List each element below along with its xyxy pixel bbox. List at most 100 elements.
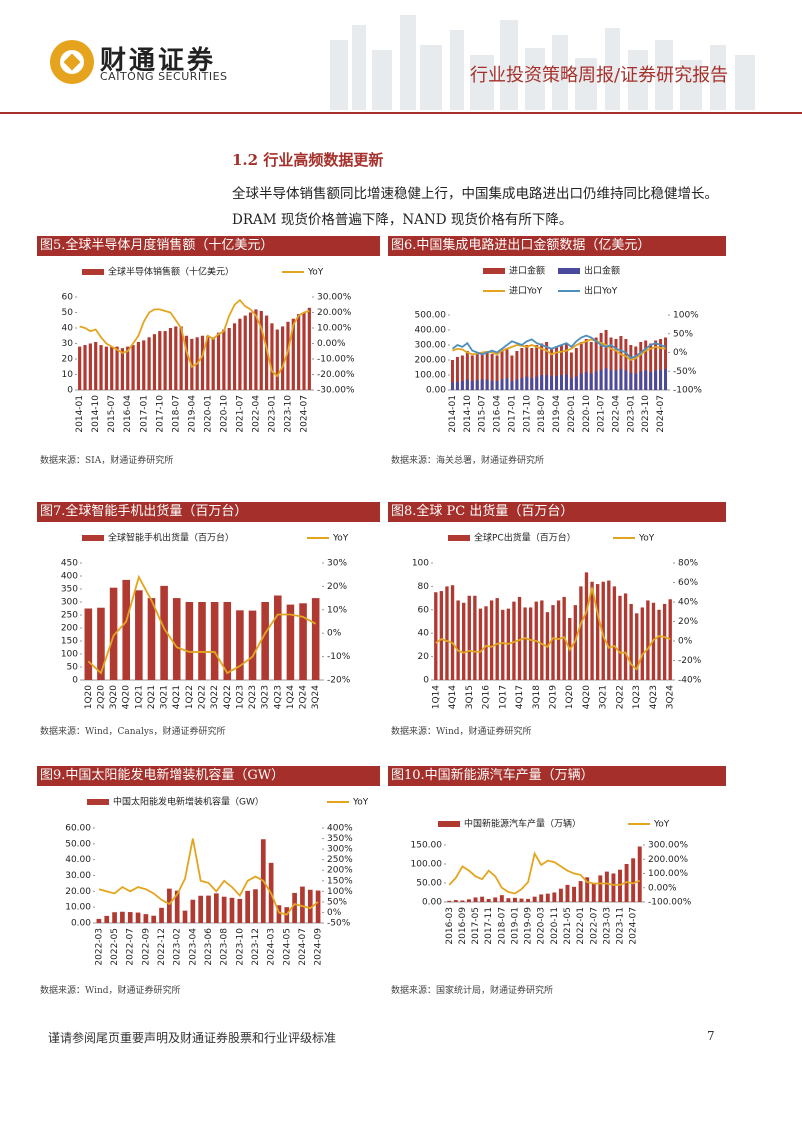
bar bbox=[654, 370, 658, 390]
bar bbox=[572, 886, 577, 902]
y-tick-label: 20 bbox=[62, 355, 74, 365]
bar bbox=[243, 315, 247, 390]
bar bbox=[248, 610, 257, 680]
x-tick-label: 2020-10 bbox=[582, 395, 592, 433]
y-tick-label: 100 bbox=[61, 650, 78, 660]
y2-tick-label: 80% bbox=[678, 559, 698, 569]
x-tick-label: 2018-07 bbox=[171, 395, 181, 433]
bar bbox=[450, 360, 454, 390]
legend-label: 全球PC出货量（百万台） bbox=[474, 532, 576, 544]
y-tick-label: 0 bbox=[67, 386, 73, 396]
x-tick-label: 2015-07 bbox=[478, 395, 488, 433]
bar bbox=[460, 900, 465, 902]
legend-swatch bbox=[483, 268, 505, 274]
bar bbox=[475, 354, 479, 390]
y-tick-label: 100.00 bbox=[415, 371, 447, 381]
bar bbox=[540, 343, 544, 390]
y2-tick-label: 100% bbox=[327, 887, 353, 897]
bar bbox=[594, 337, 598, 390]
bar bbox=[467, 595, 471, 680]
bar bbox=[206, 335, 210, 390]
bar bbox=[564, 374, 568, 390]
figure-title: 图6.中国集成电路进出口金额数据（亿美元） bbox=[388, 236, 726, 256]
bar bbox=[473, 897, 478, 902]
x-tick-label: 3Q24 bbox=[666, 685, 676, 710]
x-tick-label: 2017-05 bbox=[471, 907, 481, 945]
bar bbox=[505, 348, 509, 390]
x-tick-label: 2021-07 bbox=[597, 395, 607, 433]
bar bbox=[485, 379, 489, 390]
bar bbox=[261, 602, 269, 680]
bar bbox=[275, 329, 279, 390]
bar bbox=[609, 337, 613, 390]
y2-tick-label: 0% bbox=[327, 908, 342, 918]
bar bbox=[584, 372, 588, 390]
logo-en: CAITONG SECURITIES bbox=[100, 70, 228, 83]
y-tick-label: 450 bbox=[61, 559, 78, 569]
bar bbox=[604, 368, 608, 390]
bar bbox=[574, 376, 578, 390]
x-tick-label: 2017-11 bbox=[484, 907, 494, 945]
y2-tick-label: 350% bbox=[327, 834, 353, 844]
chart: 0 10 20 30 40 50 60 -30.00% -20.00% -10.00% 0.00% 1… bbox=[62, 266, 355, 433]
y-tick-label: 100.00 bbox=[411, 860, 443, 870]
bar bbox=[179, 326, 183, 390]
bar bbox=[612, 586, 617, 680]
bar bbox=[559, 375, 563, 390]
bar bbox=[213, 893, 219, 923]
bar bbox=[478, 608, 483, 680]
x-tick-label: 3Q15 bbox=[465, 685, 475, 709]
bar bbox=[450, 585, 455, 680]
x-tick-label: 2022-04 bbox=[251, 395, 261, 433]
bar bbox=[654, 340, 658, 390]
y-tick-label: 0.00 bbox=[426, 386, 446, 396]
bar bbox=[644, 370, 648, 390]
bar bbox=[624, 339, 628, 390]
bar bbox=[556, 600, 561, 680]
bar bbox=[302, 312, 306, 390]
bar bbox=[499, 895, 504, 902]
bar bbox=[668, 599, 672, 680]
x-tick-label: 2023-01 bbox=[626, 395, 636, 433]
yoy-line bbox=[79, 298, 310, 378]
bar bbox=[495, 381, 499, 390]
bar bbox=[475, 380, 479, 390]
bar bbox=[147, 337, 151, 390]
y2-tick-label: 10% bbox=[327, 605, 347, 615]
bar bbox=[88, 343, 92, 390]
y-tick-label: 20.00 bbox=[65, 887, 91, 897]
y2-tick-label: 250% bbox=[327, 855, 353, 865]
bar bbox=[286, 604, 295, 680]
x-tick-label: 2019-04 bbox=[552, 395, 562, 433]
header-art bbox=[0, 15, 802, 114]
section-title: 1.2 行业高频数据更新 bbox=[232, 151, 384, 169]
bar bbox=[500, 351, 504, 390]
bar bbox=[473, 595, 477, 680]
bar bbox=[584, 339, 588, 390]
x-tick-label: 2020-01 bbox=[567, 395, 577, 433]
bar bbox=[611, 873, 616, 902]
y2-tick-label: 50% bbox=[327, 897, 347, 907]
bar bbox=[530, 348, 534, 390]
x-tick-label: 4Q20 bbox=[582, 685, 592, 710]
y2-tick-label: 20% bbox=[327, 582, 347, 592]
bar bbox=[115, 346, 119, 390]
x-tick-label: 2019-01 bbox=[510, 907, 520, 945]
bar bbox=[579, 373, 583, 390]
x-tick-label: 2018-07 bbox=[537, 395, 547, 433]
bar bbox=[142, 340, 146, 390]
bar bbox=[639, 371, 643, 390]
y-tick-label: 0.00 bbox=[71, 919, 91, 929]
bar bbox=[447, 900, 452, 902]
bar bbox=[614, 339, 618, 390]
bar bbox=[307, 889, 313, 923]
x-tick-label: 2021-05 bbox=[563, 907, 573, 945]
bar bbox=[604, 871, 609, 902]
bar bbox=[629, 372, 633, 390]
bar bbox=[639, 342, 643, 390]
bar bbox=[515, 379, 519, 390]
bar bbox=[512, 601, 516, 680]
x-tick-label: 2023-12 bbox=[251, 928, 261, 966]
bar bbox=[470, 355, 474, 390]
y-tick-label: 400 bbox=[61, 572, 78, 582]
